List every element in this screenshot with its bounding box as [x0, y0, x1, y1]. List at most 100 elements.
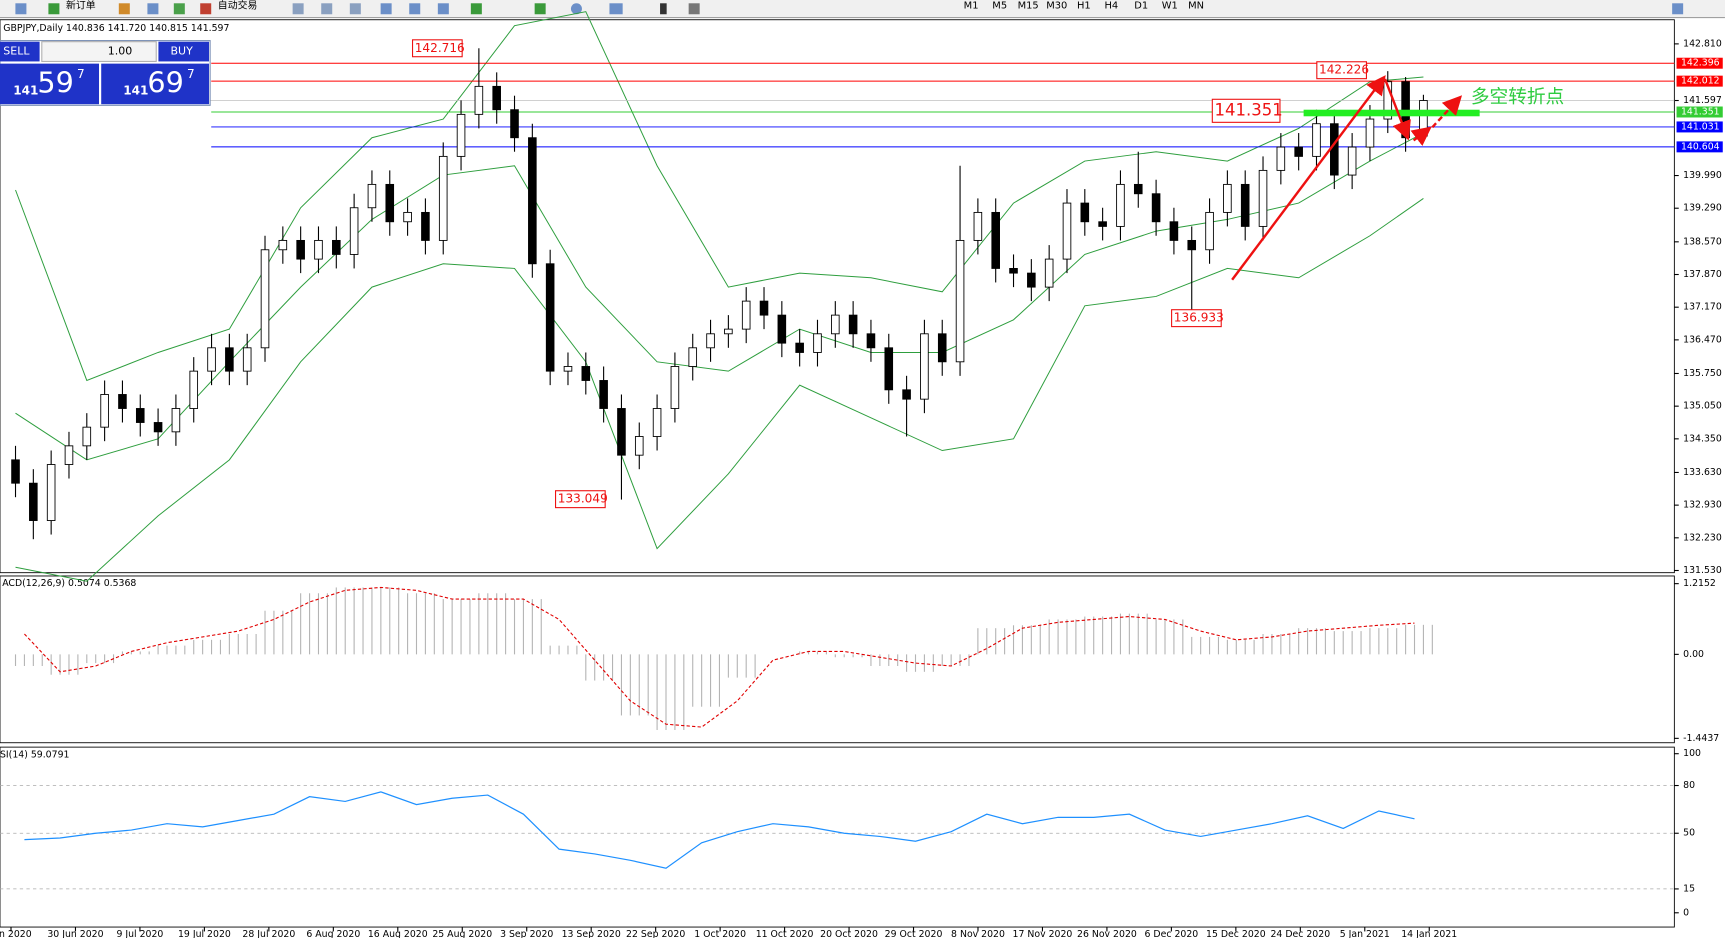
candle-body [82, 426, 92, 447]
timeframe-button[interactable]: H4 [1105, 0, 1119, 11]
toolbar-button[interactable]: 新订单 [66, 0, 96, 11]
y-tick-label: 137.870 [1683, 269, 1722, 280]
y-tick-label: 50 [1683, 828, 1695, 839]
buy-label[interactable]: BUY [171, 45, 194, 58]
candle-body [1294, 146, 1303, 157]
candle-body [1116, 183, 1125, 227]
sell-label[interactable]: SELL [3, 45, 30, 58]
candle-body [438, 155, 448, 241]
price-fraction: 7 [77, 67, 85, 81]
timeframe-button[interactable]: H1 [1077, 0, 1091, 11]
price-annotation-box [1316, 61, 1367, 80]
y-tick-label: 137.170 [1683, 302, 1722, 313]
macd-signal [24, 586, 1415, 728]
price-annotation-box [1171, 309, 1222, 328]
timeframe-button[interactable]: M1 [964, 0, 979, 11]
candle-body [314, 239, 323, 260]
candle-body [991, 211, 1000, 269]
toolbar-button[interactable]: 自动交易 [218, 0, 258, 11]
candle-body [795, 342, 804, 353]
y-tick-label: 15 [1683, 883, 1695, 894]
level-label-bg [1676, 141, 1723, 153]
indicator-title: ACD(12,26,9) 0.5074 0.5368 [2, 578, 136, 589]
x-tick-label: 8 Nov 2020 [951, 929, 1005, 938]
sell-button[interactable] [0, 41, 40, 62]
candle-body [937, 333, 947, 363]
level-label: 142.012 [1681, 76, 1720, 87]
y-tick-label: 141.597 [1683, 95, 1722, 106]
candle-body [617, 408, 626, 456]
timeframe-button[interactable]: MN [1188, 0, 1204, 11]
timeframe-button[interactable]: W1 [1162, 0, 1178, 11]
candle-body [884, 347, 894, 391]
x-tick-label: 24 Dec 2020 [1270, 929, 1330, 938]
buy-button[interactable] [158, 41, 210, 62]
level-label-bg [1676, 57, 1723, 69]
y-tick-label: 142.810 [1683, 38, 1722, 49]
price-annotation: 133.049 [558, 492, 608, 506]
candle-body [706, 333, 715, 349]
candle-body [225, 347, 234, 372]
candle-body [367, 183, 377, 209]
timeframe-button[interactable]: M5 [992, 0, 1007, 11]
lot-size[interactable]: 1.00 [108, 45, 132, 58]
candle-body [171, 408, 181, 433]
timeframe-button[interactable]: M15 [1018, 0, 1039, 11]
candle-body [920, 333, 929, 400]
y-tick-label: 132.930 [1683, 500, 1722, 511]
candle-body [1365, 118, 1375, 148]
price-fraction: 7 [187, 67, 195, 81]
y-tick-label: 100 [1683, 748, 1701, 759]
x-tick-label: 13 Sep 2020 [562, 929, 621, 938]
candle-body [1151, 193, 1161, 223]
indicator-title: SI(14) 59.0791 [0, 749, 70, 760]
candle-body [670, 366, 680, 409]
candle-body [1312, 123, 1321, 157]
price-annotation: 136.933 [1174, 311, 1224, 325]
bollinger-lower [15, 198, 1424, 582]
x-tick-label: 14 Jan 2021 [1401, 929, 1457, 938]
candle-body [260, 249, 270, 349]
level-label-bg [1676, 75, 1723, 87]
y-tick-label: 135.750 [1683, 368, 1722, 379]
candle-body [1330, 123, 1339, 176]
timeframe-button[interactable]: M30 [1046, 0, 1067, 11]
buy-price-box[interactable] [101, 63, 210, 105]
price-annotation-box [411, 39, 463, 58]
candle-body [652, 408, 662, 437]
candle-body [64, 445, 74, 465]
bollinger-upper [15, 11, 1424, 382]
candle-body [46, 464, 56, 521]
y-tick-label: 133.630 [1683, 467, 1722, 478]
candle-body [349, 207, 359, 255]
x-tick-label: 15 Dec 2020 [1206, 929, 1266, 938]
candle-body [278, 239, 288, 251]
candle-body [831, 314, 840, 335]
candle-body [688, 347, 698, 367]
timeframe-button[interactable]: D1 [1134, 0, 1148, 11]
candle-body [599, 380, 608, 409]
level-label: 140.604 [1681, 141, 1720, 152]
y-tick-label: 136.470 [1683, 334, 1722, 345]
candle-body [848, 314, 858, 335]
level-label-bg [1676, 121, 1723, 133]
y-tick-label: -1.4437 [1683, 733, 1719, 744]
candle-body [581, 366, 591, 381]
lot-input[interactable] [41, 41, 157, 62]
y-tick-label: 139.990 [1683, 170, 1722, 181]
rsi-panel [0, 746, 1675, 928]
price-pips: 69 [147, 66, 183, 100]
rsi-line [24, 791, 1415, 869]
candle-body [403, 211, 412, 223]
candle-body [545, 263, 555, 372]
x-tick-label: 17 Nov 2020 [1013, 929, 1073, 938]
sell-price-box[interactable] [0, 63, 100, 105]
candle-body [474, 85, 484, 115]
candle-body [1258, 169, 1268, 227]
candle-body [741, 300, 751, 330]
price-big-figure: 141 [123, 84, 148, 98]
candle-body [1240, 183, 1250, 227]
bollinger-middle [15, 132, 1424, 461]
candle-body [777, 314, 787, 344]
